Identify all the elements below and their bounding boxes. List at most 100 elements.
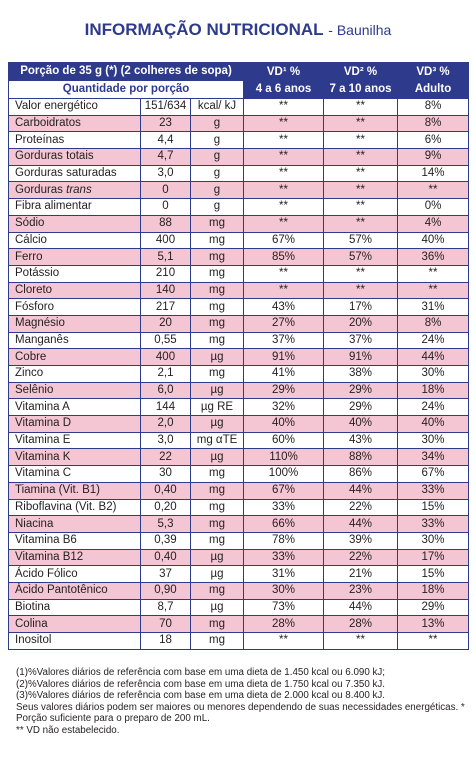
unit: mg [189,515,245,533]
vd-7-10: ** [323,214,399,233]
nutrient-name: Fósforo [8,298,141,316]
nutrient-row: Cloreto 140 mg ** ** ** [8,281,470,300]
unit: mg [189,331,245,350]
unit: mg αTE [189,431,245,450]
unit: g [189,164,245,183]
unit: g [189,131,245,150]
nutrient-name: Vitamina E [8,431,141,450]
nutrient-row: Vitamina A 144 µg RE 32% 29% 24% [8,398,470,417]
amount: 0,90 [140,581,191,600]
nutrient-name: Biotina [8,598,141,617]
vd-7-10: 57% [323,248,399,266]
vd-7-10: 91% [323,348,399,366]
vd-4-6: ** [243,632,325,650]
vd-adult: 8% [397,314,470,333]
vd-4-6: 30% [243,581,325,600]
vd-4-6: 73% [243,598,325,617]
vd-4-6: 31% [243,565,325,583]
vd-adult: ** [397,632,470,650]
unit: µg [189,598,245,617]
nutrient-row: Magnésio 20 mg 27% 20% 8% [8,314,470,333]
amount: 3,0 [140,164,191,183]
nutrient-name: Inositol [8,632,141,650]
subtitle: - Baunilha [328,22,392,38]
vd-7-10: 23% [323,581,399,600]
vd-4-6: 85% [243,248,325,266]
nutrient-row: Riboflavina (Vit. B2) 0,20 mg 33% 22% 15% [8,498,470,517]
amount: 0,39 [140,531,191,550]
nutrient-row: Colina 70 mg 28% 28% 13% [8,615,470,633]
nutrient-row: Vitamina D 2,0 µg 40% 40% 40% [8,415,470,433]
vd-header: VD² % 7 a 10 anos [323,62,399,99]
vd-adult: 40% [397,415,470,433]
nutrient-row: Fibra alimentar 0 g ** ** 0% [8,198,470,216]
nutrient-name: Gorduras totais [8,148,141,166]
header-row: Porção de 35 g (*) (2 colheres de sopa) V… [7,62,470,99]
vd-7-10: ** [323,198,399,216]
vd-4-6: ** [243,281,325,300]
unit: g [189,181,245,200]
vd-adult: 40% [397,231,470,250]
nutrient-name: Carboidratos [8,114,141,133]
nutrient-name: Vitamina C [8,465,141,483]
nutrient-row: Niacina 5,3 mg 66% 44% 33% [8,515,470,533]
amount: 400 [140,231,191,250]
nutrient-name: Cálcio [8,231,141,250]
footnote: (3)%Valores diários de referência com ba… [16,690,386,701]
vd-header: VD³ % Adulto [397,62,470,99]
amount: 0,20 [140,498,191,517]
nutrient-row: Vitamina B12 0,40 µg 33% 22% 17% [8,548,470,567]
vd-header-line: 7 a 10 anos [329,82,392,95]
amount: 140 [140,281,191,300]
amount: 30 [140,465,191,483]
unit: mg [189,365,245,383]
vd-4-6: 100% [243,465,325,483]
nutrient-name: Proteínas [8,131,141,150]
nutrient-row: Ferro 5,1 mg 85% 57% 36% [8,248,470,266]
vd-adult: 4% [397,214,470,233]
nutrient-name: Magnésio [8,314,141,333]
unit: µg [189,448,245,467]
nutrient-name: Ácido Fólico [8,565,141,583]
vd-adult: ** [397,264,470,283]
unit: µg [189,348,245,366]
vd-adult: 0% [397,198,470,216]
unit: g [189,148,245,166]
vd-adult: ** [397,181,470,200]
nutrient-name: Sódio [8,214,141,233]
unit: g [189,198,245,216]
vd-4-6: ** [243,198,325,216]
vd-7-10: 40% [323,415,399,433]
nutrient-row: Manganês 0,55 mg 37% 37% 24% [8,331,470,350]
footnote: (2)%Valores diários de referência com ba… [16,678,386,690]
amount: 5,1 [140,248,191,266]
title-bar: INFORMAÇÃO NUTRICIONAL - Baunilha [0,20,476,40]
vd-adult: 30% [397,431,470,450]
nutrient-name: Selênio [8,381,141,400]
unit: mg [189,581,245,600]
unit: mg [189,281,245,300]
amount: 23 [140,114,191,133]
amount: 0 [140,181,191,200]
nutrient-row: Vitamina E 3,0 mg αTE 60% 43% 30% [8,431,470,450]
portion-header: Porção de 35 g (*) (2 colheres de sopa) [7,62,245,81]
vd-adult: 15% [397,498,470,517]
nutrient-name: Vitamina D [8,415,141,433]
vd-4-6: ** [243,181,325,200]
unit: µg [189,381,245,400]
vd-adult: 14% [397,164,470,183]
nutrient-name: Vitamina B12 [8,548,141,567]
vd-4-6: 43% [243,298,325,316]
nutrient-row: Ácido Fólico 37 µg 31% 21% 15% [8,565,470,583]
vd-7-10: 21% [323,565,399,583]
vd-4-6: 28% [243,615,325,633]
vd-7-10: ** [323,131,399,150]
vd-adult: 9% [397,148,470,166]
nutrient-row: Biotina 8,7 µg 73% 44% 29% [8,598,470,617]
nutrient-row: Proteínas 4,4 g ** ** 6% [8,131,470,150]
vd-adult: 67% [397,465,470,483]
vd-adult: 30% [397,531,470,550]
vd-header-line: 4 a 6 anos [255,82,312,95]
nutrient-name: Colina [8,615,141,633]
